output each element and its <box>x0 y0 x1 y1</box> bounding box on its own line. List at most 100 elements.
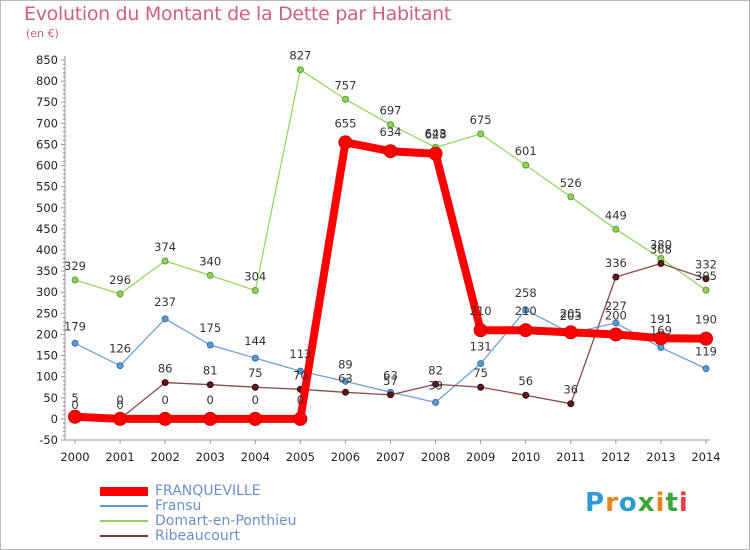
data-label-franqueville: 200 <box>605 308 627 322</box>
data-label-ribeaucourt: 336 <box>605 256 627 270</box>
data-label-ribeaucourt: 81 <box>203 364 218 378</box>
data-label-franqueville: 210 <box>515 304 537 318</box>
x-tick-label: 2008 <box>421 450 450 464</box>
data-label-fransu: 144 <box>244 334 266 348</box>
legend-label-domart-en-ponthieu: Domart-en-Ponthieu <box>155 513 297 529</box>
data-label-fransu: 227 <box>605 299 627 313</box>
data-point-franqueville <box>338 135 353 150</box>
x-tick-label: 2006 <box>331 450 360 464</box>
chart-title: Evolution du Montant de la Dette par Hab… <box>24 3 452 25</box>
data-label-fransu: 39 <box>428 378 443 392</box>
data-label-fransu: 119 <box>695 345 717 359</box>
data-point-ribeaucourt <box>612 273 620 281</box>
data-point-fransu <box>206 341 214 349</box>
legend-swatch-franqueville <box>100 486 148 496</box>
data-point-franqueville <box>608 327 623 342</box>
x-tick-label: 2001 <box>105 450 134 464</box>
data-point-domart-en-ponthieu <box>341 95 349 103</box>
data-label-ribeaucourt: 332 <box>695 258 717 272</box>
y-tick-label: 600 <box>36 159 58 173</box>
y-tick-label: 350 <box>36 264 58 278</box>
data-label-ribeaucourt: 70 <box>293 368 308 382</box>
data-label-fransu: 126 <box>109 342 131 356</box>
data-label-domart-en-ponthieu: 380 <box>650 237 672 251</box>
data-label-franqueville: 0 <box>116 393 123 407</box>
data-label-fransu: 89 <box>338 357 353 371</box>
legend-swatch-domart-en-ponthieu <box>100 520 148 522</box>
data-label-fransu: 203 <box>560 309 582 323</box>
logo-letter: x <box>637 488 656 518</box>
data-point-fransu <box>251 354 259 362</box>
data-label-ribeaucourt: 86 <box>158 362 173 376</box>
x-tick-label: 2005 <box>286 450 315 464</box>
data-point-domart-en-ponthieu <box>477 130 485 138</box>
x-tick-label: 2010 <box>511 450 540 464</box>
data-point-franqueville <box>293 411 308 426</box>
data-label-ribeaucourt: 0 <box>116 398 123 412</box>
y-tick-label: -50 <box>39 433 58 447</box>
y-tick-label: 250 <box>36 306 58 320</box>
data-label-ribeaucourt: 82 <box>428 363 443 377</box>
data-label-fransu: 258 <box>515 286 537 300</box>
data-point-franqueville <box>473 323 488 338</box>
data-point-fransu <box>522 306 530 314</box>
data-point-franqueville <box>428 146 443 161</box>
data-label-domart-en-ponthieu: 757 <box>334 78 356 92</box>
y-tick-label: 200 <box>36 327 58 341</box>
data-point-ribeaucourt <box>567 400 575 408</box>
logo-letter: t <box>665 488 679 518</box>
y-tick-label: 100 <box>36 370 58 384</box>
data-label-franqueville: 0 <box>161 393 168 407</box>
data-point-domart-en-ponthieu <box>702 286 710 294</box>
x-tick-label: 2002 <box>151 450 180 464</box>
data-point-ribeaucourt <box>206 381 214 389</box>
data-label-domart-en-ponthieu: 449 <box>605 208 627 222</box>
data-label-fransu: 63 <box>383 368 398 382</box>
series-line-fransu <box>74 309 707 404</box>
data-label-franqueville: 5 <box>71 391 78 405</box>
data-point-fransu <box>432 398 440 406</box>
data-label-fransu: 179 <box>64 319 86 333</box>
x-tick-label: 2004 <box>241 450 270 464</box>
data-label-franqueville: 634 <box>380 125 402 139</box>
data-point-ribeaucourt <box>657 260 665 268</box>
proxiti-logo: Proxiti <box>585 488 689 518</box>
y-tick-label: 450 <box>36 222 58 236</box>
logo-letter: P <box>585 488 606 518</box>
y-tick-label: 850 <box>36 53 58 67</box>
data-label-fransu: 175 <box>199 321 221 335</box>
data-label-franqueville: 205 <box>560 306 582 320</box>
data-point-domart-en-ponthieu <box>251 287 259 295</box>
data-point-ribeaucourt <box>387 391 394 399</box>
logo-letter: i <box>678 488 689 518</box>
x-tick-label: 2011 <box>556 450 585 464</box>
y-tick-label: 50 <box>43 391 58 405</box>
data-label-ribeaucourt: 75 <box>248 366 263 380</box>
data-point-franqueville <box>518 323 533 338</box>
data-label-franqueville: 210 <box>470 304 492 318</box>
data-label-franqueville: 0 <box>252 393 259 407</box>
y-tick-label: 800 <box>36 74 58 88</box>
data-point-fransu <box>612 319 620 327</box>
data-point-franqueville <box>203 411 218 426</box>
data-label-domart-en-ponthieu: 827 <box>289 49 311 63</box>
data-point-fransu <box>702 365 710 373</box>
legend-swatch-fransu <box>100 505 148 507</box>
data-point-domart-en-ponthieu <box>161 257 169 265</box>
logo-letter: o <box>618 488 638 518</box>
data-label-domart-en-ponthieu: 340 <box>199 254 221 268</box>
y-tick-label: 500 <box>36 201 58 215</box>
data-point-ribeaucourt <box>477 383 485 391</box>
chart-legend: FRANQUEVILLE Fransu Domart-en-Ponthieu Ribe… <box>100 484 360 544</box>
x-tick-label: 2014 <box>691 450 720 464</box>
data-label-domart-en-ponthieu: 304 <box>244 270 266 284</box>
x-tick-label: 2007 <box>376 450 405 464</box>
x-tick-label: 2012 <box>601 450 630 464</box>
data-point-fransu <box>296 367 304 375</box>
data-label-domart-en-ponthieu: 296 <box>109 273 131 287</box>
data-label-domart-en-ponthieu: 374 <box>154 240 176 254</box>
data-label-ribeaucourt: 0 <box>71 398 78 412</box>
x-tick-label: 2013 <box>646 450 675 464</box>
legend-item-domart-en-ponthieu: Domart-en-Ponthieu <box>100 514 360 529</box>
